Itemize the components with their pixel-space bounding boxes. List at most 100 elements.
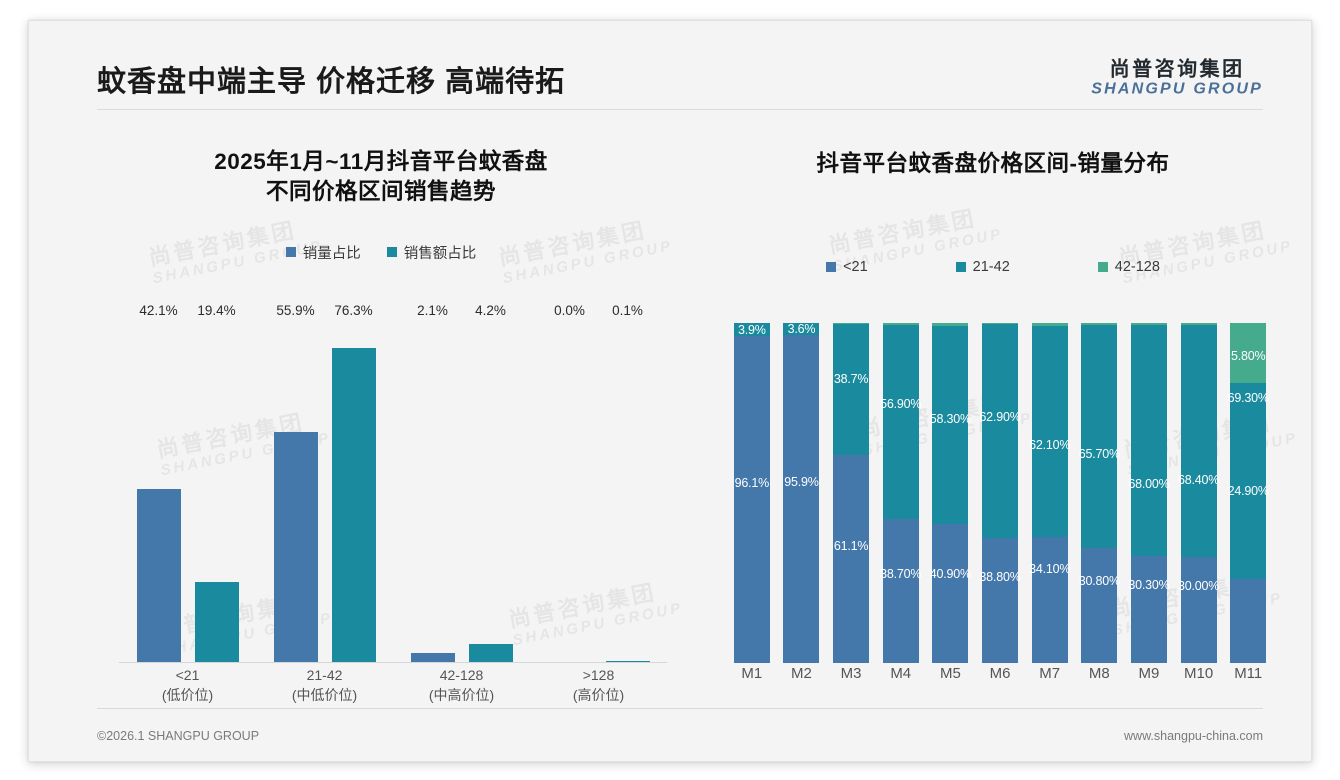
segment-lt21: 30.00% xyxy=(1177,557,1220,663)
stack-column-m8[interactable]: 65.70% 30.80% xyxy=(1074,323,1124,663)
segment-value-label: 58.30% xyxy=(929,412,971,426)
left-chart-title-line2: 不同价格区间销售趋势 xyxy=(265,179,496,205)
bar-value-label: 0.1% xyxy=(612,303,643,318)
bar-amount-21-42[interactable]: 76.3% xyxy=(331,303,376,662)
stacked-bar: 62.10% 34.10% xyxy=(1029,323,1071,663)
legend-swatch-icon xyxy=(826,262,837,273)
bar-amount-lt21[interactable]: 19.4% xyxy=(194,303,239,662)
x-label-m6: M6 xyxy=(989,665,1011,682)
segment-lt21: 95.9% xyxy=(783,335,820,663)
right-chart-title: 抖音平台蚊香盘价格区间-销量分布 xyxy=(816,151,1170,176)
bar-volume-lt21[interactable]: 42.1% xyxy=(136,303,181,662)
segment-21-42: 68.40% xyxy=(1177,325,1220,557)
legend-item-21-42[interactable]: 21-42 xyxy=(955,259,1010,276)
x-label-lt21: <21 (低价位) xyxy=(119,665,256,706)
segment-value-label: 69.30% xyxy=(1227,391,1269,405)
stack-column-m6[interactable]: 62.90% 38.80% xyxy=(975,323,1025,663)
stacked-bar: 38.7% 61.1% xyxy=(833,323,870,663)
x-label-range: 21-42 xyxy=(306,667,343,683)
bar-group-lt21: 42.1% 19.4% xyxy=(119,303,256,662)
segment-lt21: 34.10% xyxy=(1029,537,1071,663)
stack-column-m1[interactable]: 3.9% 96.1% xyxy=(727,323,777,663)
logo-english-text: SHANGPU GROUP xyxy=(1091,80,1263,98)
legend-swatch-icon xyxy=(285,247,296,258)
x-label-42-128: 42-128 (中高价位) xyxy=(393,665,530,706)
segment-value-label: 56.90% xyxy=(880,397,922,411)
x-label-gt128: >128 (高价位) xyxy=(530,665,667,706)
legend-label: 42-128 xyxy=(1114,259,1160,276)
segment-value-label: 34.10% xyxy=(1029,562,1071,576)
bar-amount-42-128[interactable]: 4.2% xyxy=(468,303,513,662)
stacked-bar: 62.90% 38.80% xyxy=(979,323,1021,663)
stack-column-m9[interactable]: 68.00% 30.30% xyxy=(1124,323,1174,663)
left-chart-x-axis xyxy=(119,662,667,663)
bar-volume-gt128[interactable]: 0.0% xyxy=(548,303,592,662)
left-chart-title-line1: 2025年1月~11月抖音平台蚊香盘 xyxy=(214,149,548,174)
stack-column-m10[interactable]: 68.40% 30.00% xyxy=(1174,323,1224,663)
right-chart-panel: 抖音平台蚊香盘价格区间-销量分布 <21 21-42 42-128 xyxy=(693,125,1293,705)
segment-42-128 xyxy=(932,323,969,326)
segment-value-label: 5.80% xyxy=(1230,349,1266,363)
segment-21-42: 58.30% xyxy=(929,326,971,524)
segment-value-label: 61.1% xyxy=(833,539,869,553)
stack-column-m11[interactable]: 5.80% 69.30% 24.90% xyxy=(1223,323,1273,663)
segment-value-label: 96.1% xyxy=(734,476,770,490)
legend-swatch-icon xyxy=(386,247,397,258)
left-chart-panel: 2025年1月~11月抖音平台蚊香盘 不同价格区间销售趋势 销量占比 销售额占比… xyxy=(77,125,685,705)
segment-42-128 xyxy=(1130,323,1167,325)
stacked-bar: 56.90% 38.70% xyxy=(880,323,922,663)
x-label-m10: M10 xyxy=(1183,665,1214,682)
bar-amount-gt128[interactable]: 0.1% xyxy=(605,303,650,662)
segment-value-label: 30.00% xyxy=(1177,579,1220,593)
stack-column-m2[interactable]: 3.6% 95.9% xyxy=(777,323,827,663)
bar-volume-21-42[interactable]: 55.9% xyxy=(273,303,318,662)
segment-21-42: 56.90% xyxy=(880,325,922,519)
x-label-m1: M1 xyxy=(741,665,763,682)
stack-column-m4[interactable]: 56.90% 38.70% xyxy=(876,323,926,663)
slide-canvas: 尚普咨询集团 SHANGPU GROUP 尚普咨询集团 SHANGPU GROU… xyxy=(28,20,1312,762)
segment-value-label: 65.70% xyxy=(1078,447,1120,461)
x-label-desc: (高价位) xyxy=(572,687,625,704)
legend-item-sales-amount[interactable]: 销售额占比 xyxy=(386,242,476,263)
stacked-bar: 65.70% 30.80% xyxy=(1078,323,1120,663)
x-label-range: <21 xyxy=(175,667,200,683)
stack-column-m5[interactable]: 58.30% 40.90% xyxy=(926,323,976,663)
segment-42-128 xyxy=(882,323,919,325)
stack-column-m3[interactable]: 38.7% 61.1% xyxy=(826,323,876,663)
legend-item-42-128[interactable]: 42-128 xyxy=(1097,259,1160,276)
legend-item-lt21[interactable]: <21 xyxy=(826,259,868,275)
bar-value-label: 2.1% xyxy=(417,303,448,318)
legend-item-sales-volume[interactable]: 销量占比 xyxy=(285,242,361,263)
segment-lt21: 40.90% xyxy=(930,524,971,663)
x-label-m11: M11 xyxy=(1234,665,1263,682)
footer-website[interactable]: www.shangpu-china.com xyxy=(1124,729,1263,743)
segment-42-128 xyxy=(1081,323,1118,325)
bar-rect xyxy=(410,653,455,662)
logo-chinese-text: 尚普咨询集团 xyxy=(1109,58,1245,81)
slide-footer: ©2026.1 SHANGPU GROUP www.shangpu-china.… xyxy=(97,729,1263,743)
x-label-range: 42-128 xyxy=(439,667,484,683)
bar-group-21-42: 55.9% 76.3% xyxy=(256,303,393,662)
legend-swatch-icon xyxy=(955,262,966,273)
stacked-bar: 68.00% 30.30% xyxy=(1128,323,1170,663)
segment-value-label: 38.7% xyxy=(833,372,869,386)
segment-42-128 xyxy=(1180,323,1217,325)
bar-value-label: 42.1% xyxy=(139,303,178,318)
segment-21-42: 68.00% xyxy=(1128,325,1170,556)
bar-rect xyxy=(605,661,650,662)
bar-value-label: 19.4% xyxy=(197,303,236,318)
right-chart-stacked-columns: 3.9% 96.1% 3.6% 95.9% xyxy=(727,323,1273,663)
bar-volume-42-128[interactable]: 2.1% xyxy=(410,303,455,662)
x-label-m8: M8 xyxy=(1088,665,1110,682)
legend-label: 21-42 xyxy=(972,259,1010,276)
footer-divider xyxy=(97,708,1263,709)
stack-column-m7[interactable]: 62.10% 34.10% xyxy=(1025,323,1075,663)
segment-value-label: 68.40% xyxy=(1177,473,1220,487)
bar-value-label: 55.9% xyxy=(276,303,315,318)
segment-value-label: 38.70% xyxy=(880,567,922,581)
bar-value-label: 0.0% xyxy=(554,303,585,318)
segment-value-label: 95.9% xyxy=(784,475,819,489)
stacked-bar: 68.40% 30.00% xyxy=(1177,323,1220,663)
stacked-bar: 3.6% 95.9% xyxy=(783,323,820,663)
bar-rect xyxy=(136,489,181,662)
